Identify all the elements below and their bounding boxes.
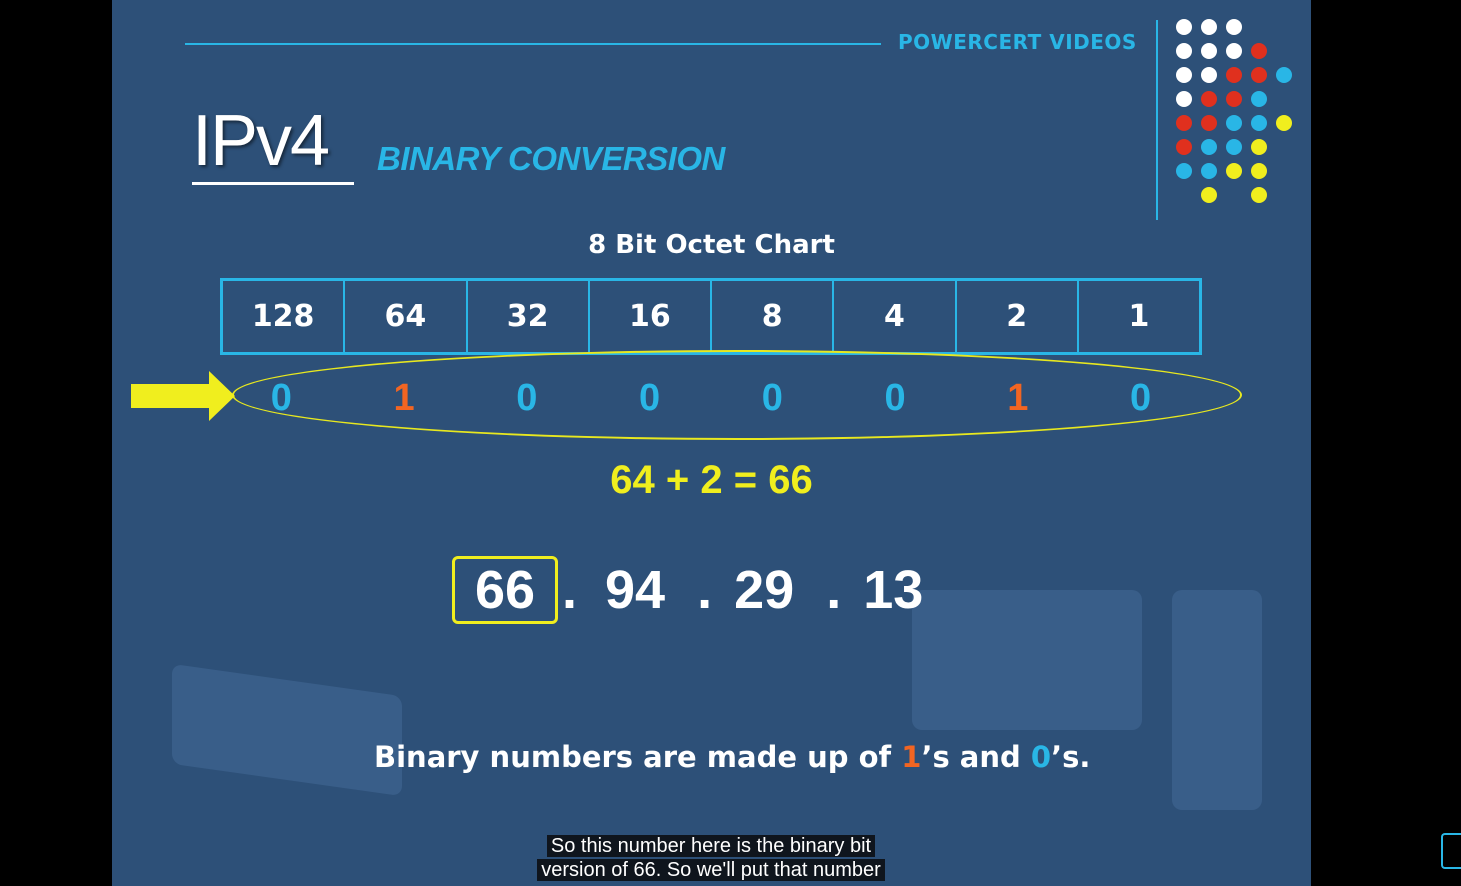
background-tower-image <box>1172 590 1262 810</box>
logo-dot <box>1176 43 1192 59</box>
place-value-cell: 4 <box>834 281 957 352</box>
logo-dot <box>1226 43 1242 59</box>
bit-value: 1 <box>1007 377 1029 419</box>
background-router-image <box>172 663 402 797</box>
logo-dot <box>1251 115 1267 131</box>
place-value-cell: 32 <box>468 281 590 352</box>
logo-dot <box>1176 163 1192 179</box>
bit-value: 0 <box>761 377 783 419</box>
bit-value: 0 <box>884 377 906 419</box>
logo-dot <box>1251 91 1267 107</box>
logo-dot <box>1251 163 1267 179</box>
place-value-cell: 128 <box>223 281 346 352</box>
header-rule <box>185 43 881 45</box>
logo-dot <box>1176 19 1192 35</box>
logo-dot <box>1176 139 1192 155</box>
footnote: Binary numbers are made up of 1’s and 0’… <box>374 740 1090 774</box>
ip-octet: 94 <box>605 560 666 620</box>
place-value-cell: 64 <box>345 281 468 352</box>
place-value-cell: 2 <box>957 281 1079 352</box>
ip-separator: . <box>697 560 713 620</box>
bit-value: 0 <box>1130 377 1152 419</box>
place-value-cell: 8 <box>712 281 835 352</box>
logo-dot <box>1201 163 1217 179</box>
ip-octet: 13 <box>863 560 924 620</box>
logo-dot <box>1251 43 1267 59</box>
bit-value: 1 <box>393 377 415 419</box>
footnote-one: 1 <box>901 740 922 774</box>
logo-dot <box>1276 67 1292 83</box>
logo-dot <box>1251 67 1267 83</box>
logo-dot <box>1201 187 1217 203</box>
logo-dot <box>1201 67 1217 83</box>
logo-dot <box>1251 187 1267 203</box>
ip-address: 66 . 94 . 29 . 13 <box>452 553 923 627</box>
page-subtitle: BINARY CONVERSION <box>377 140 725 177</box>
caption-line-1: So this number here is the binary bit <box>546 835 876 857</box>
video-caption: So this number here is the binary bit ve… <box>534 834 888 882</box>
logo-dot <box>1201 91 1217 107</box>
logo-dot <box>1176 91 1192 107</box>
background-monitor-image <box>912 590 1142 730</box>
caption-line-2: version of 66. So we'll put that number <box>537 859 885 881</box>
bit-value: 0 <box>516 377 538 419</box>
logo-dot <box>1176 115 1192 131</box>
logo-dot <box>1226 115 1242 131</box>
logo-divider <box>1156 20 1158 220</box>
ip-separator: . <box>826 560 842 620</box>
octet-chart: 128 64 32 16 8 4 2 1 <box>220 278 1202 355</box>
footnote-prefix: Binary numbers are made up of <box>374 740 902 774</box>
logo-dot <box>1226 163 1242 179</box>
chart-title: 8 Bit Octet Chart <box>588 230 835 260</box>
highlighted-octet: 66 <box>452 556 558 624</box>
place-value-cell: 16 <box>590 281 712 352</box>
bit-value: 0 <box>639 377 661 419</box>
title-underline <box>192 182 354 185</box>
logo-dot <box>1176 67 1192 83</box>
logo-dot <box>1276 115 1292 131</box>
bits-row: 0 1 0 0 0 0 1 0 <box>220 370 1202 426</box>
footnote-suffix: ’s. <box>1051 740 1091 774</box>
logo-dot <box>1251 139 1267 155</box>
ip-octet: 29 <box>734 560 795 620</box>
logo-dot <box>1226 19 1242 35</box>
footnote-zero: 0 <box>1030 740 1052 774</box>
ip-separator: . <box>562 560 578 620</box>
footnote-middle: ’s and <box>921 740 1031 774</box>
logo-dot <box>1201 139 1217 155</box>
sum-equation: 64 + 2 = 66 <box>610 458 813 502</box>
page-title: IPv4 <box>192 101 330 181</box>
pointer-arrow-icon <box>131 371 235 421</box>
logo-dot <box>1226 91 1242 107</box>
brand-label: POWERCERT VIDEOS <box>898 30 1137 54</box>
player-control-icon[interactable] <box>1441 833 1461 869</box>
logo-dot <box>1201 19 1217 35</box>
bit-value: 0 <box>270 377 292 419</box>
logo-dot <box>1226 67 1242 83</box>
logo-dot <box>1201 115 1217 131</box>
logo-dot <box>1226 139 1242 155</box>
logo-dot <box>1201 43 1217 59</box>
ip-octet: 66 <box>474 560 536 620</box>
place-value-cell: 1 <box>1128 299 1150 334</box>
slide: POWERCERT VIDEOS IPv4 BINARY CONVERSION … <box>112 0 1311 886</box>
